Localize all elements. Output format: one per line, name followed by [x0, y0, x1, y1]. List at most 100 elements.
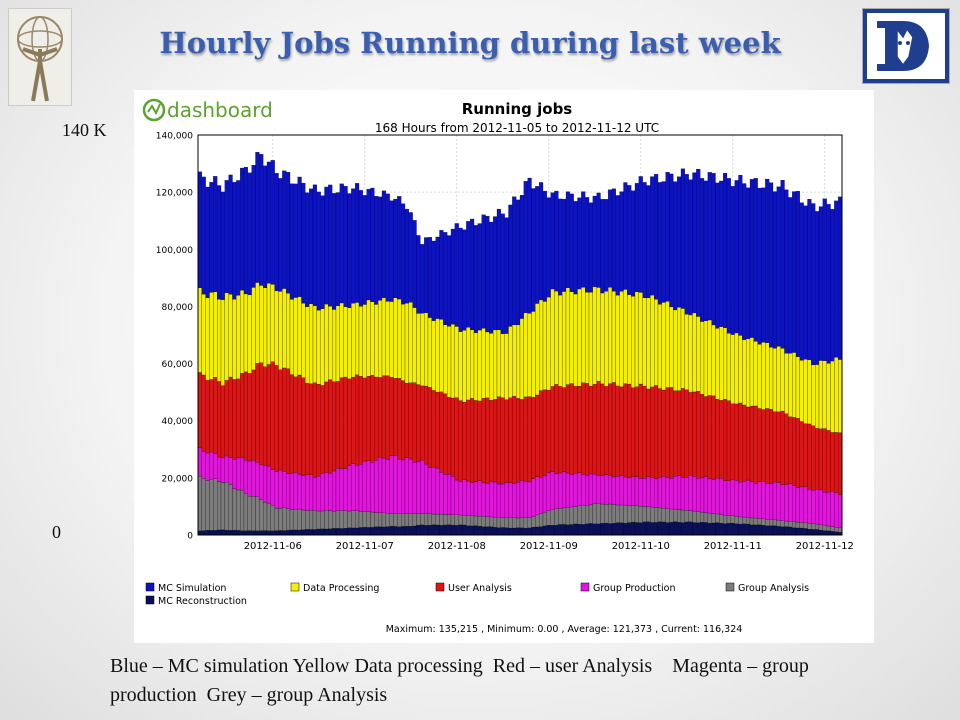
bar-segment — [830, 209, 835, 362]
bar-segment — [734, 516, 739, 524]
bar-segment — [776, 186, 781, 347]
bar-segment — [374, 196, 379, 305]
bar-segment — [358, 376, 363, 465]
bar-segment — [485, 483, 490, 517]
bar-segment — [573, 386, 578, 474]
bar-segment — [604, 199, 609, 292]
bar-segment — [512, 324, 517, 397]
bar-segment — [266, 502, 271, 531]
bar-segment — [669, 522, 674, 536]
bar-segment — [439, 514, 444, 526]
bar-segment — [726, 333, 731, 401]
bar-segment — [197, 447, 202, 477]
bar-segment — [654, 522, 659, 536]
bar-segment — [301, 475, 306, 511]
bar-segment — [282, 530, 287, 536]
bar-segment — [638, 522, 643, 536]
bar-segment — [627, 294, 632, 385]
bar-segment — [251, 496, 256, 531]
bar-segment — [619, 386, 624, 476]
bar-segment — [577, 197, 582, 290]
bar-segment — [278, 470, 283, 509]
y-tick-label: 140,000 — [156, 132, 193, 142]
bar-segment — [454, 397, 459, 481]
bar-segment — [838, 359, 843, 433]
bar-segment — [447, 326, 452, 398]
bar-segment — [742, 516, 747, 524]
bar-segment — [826, 530, 831, 536]
bar-segment — [470, 525, 475, 536]
bar-segment — [642, 506, 647, 523]
bar-segment — [443, 393, 448, 475]
bar-segment — [719, 326, 724, 401]
bar-segment — [309, 188, 314, 304]
bar-segment — [305, 529, 310, 536]
bar-segment — [228, 457, 233, 485]
bar-segment — [500, 213, 505, 334]
bar-segment — [243, 371, 248, 461]
bar-segment — [684, 477, 689, 511]
bar-segment — [217, 529, 222, 536]
bar-segment — [623, 289, 628, 384]
bar-segment — [707, 478, 712, 514]
bar-segment — [424, 513, 429, 526]
bar-segment — [703, 396, 708, 477]
bar-segment — [696, 478, 701, 512]
bar-segment — [826, 363, 831, 431]
bar-segment — [389, 513, 394, 527]
bar-segment — [324, 186, 329, 305]
bar-segment — [654, 507, 659, 523]
bar-segment — [255, 496, 260, 531]
bar-segment — [818, 530, 823, 536]
bar-segment — [581, 474, 586, 506]
bar-segment — [569, 383, 574, 475]
bar-segment — [355, 527, 360, 536]
bar-segment — [539, 299, 544, 391]
bar-segment — [680, 509, 685, 523]
bar-segment — [278, 508, 283, 531]
bar-segment — [408, 513, 413, 527]
bar-segment — [301, 302, 306, 378]
y-tick-label: 40,000 — [162, 417, 194, 427]
bar-segment — [684, 521, 689, 536]
bar-segment — [408, 302, 413, 383]
bar-segment — [343, 528, 348, 536]
bar-segment — [458, 514, 463, 525]
bar-segment — [439, 230, 444, 320]
bar-segment — [370, 527, 375, 536]
bar-segment — [450, 397, 455, 477]
bar-segment — [807, 423, 812, 490]
bar-segment — [581, 191, 586, 288]
bar-segment — [792, 352, 797, 418]
bar-segment — [435, 318, 440, 393]
bar-segment — [224, 455, 229, 483]
bar-segment — [236, 489, 241, 531]
bar-segment — [493, 516, 498, 528]
bar-segment — [466, 327, 471, 401]
bar-segment — [278, 530, 283, 536]
bar-segment — [634, 291, 639, 387]
bar-segment — [240, 457, 245, 491]
bar-segment — [811, 364, 816, 426]
bar-segment — [305, 192, 310, 307]
bar-segment — [623, 383, 628, 478]
bar-segment — [661, 302, 666, 391]
bar-segment — [546, 389, 551, 473]
bar-segment — [680, 477, 685, 511]
bar-segment — [481, 328, 486, 399]
bar-segment — [527, 177, 532, 314]
bar-segment — [711, 324, 716, 396]
bar-segment — [558, 386, 563, 474]
bar-segment — [611, 523, 616, 536]
bar-segment — [420, 524, 425, 536]
bar-segment — [489, 221, 494, 334]
bar-segment — [726, 400, 731, 481]
bar-segment — [220, 299, 225, 386]
bar-segment — [255, 462, 260, 498]
bar-segment — [289, 374, 294, 474]
bar-segment — [730, 186, 735, 335]
legend-swatch — [580, 582, 590, 592]
bar-segment — [401, 303, 406, 381]
bar-segment — [493, 329, 498, 400]
bar-segment — [565, 191, 570, 288]
